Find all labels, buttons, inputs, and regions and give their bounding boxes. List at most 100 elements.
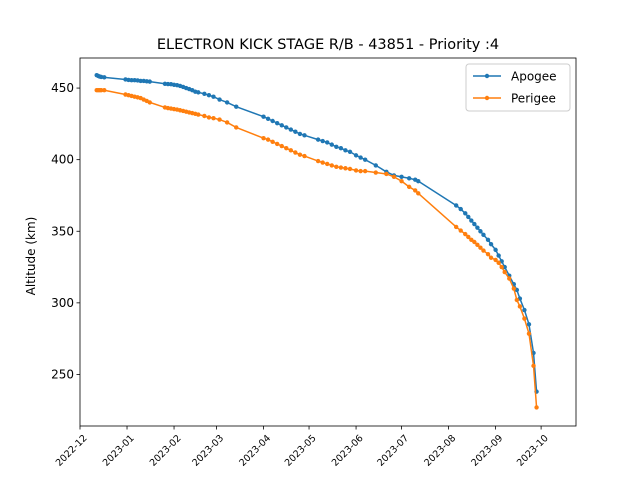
data-point-perigee-26 — [202, 113, 207, 119]
data-point-apogee-25 — [196, 90, 201, 95]
data-point-perigee-50 — [353, 168, 359, 173]
data-point-apogee-72 — [496, 253, 501, 258]
data-point-apogee-52 — [362, 157, 368, 162]
y-tick-label-450: 450 — [51, 81, 74, 95]
data-point-apogee-48 — [343, 148, 348, 153]
data-point-apogee-57 — [406, 176, 412, 181]
data-point-perigee-57 — [406, 184, 412, 190]
data-point-apogee-33 — [265, 116, 271, 122]
data-point-apogee-7 — [129, 77, 134, 83]
data-point-perigee-32 — [261, 135, 266, 141]
data-point-perigee-3 — [99, 88, 104, 93]
chart-title: ELECTRON KICK STAGE R/B - 43851 - Priori… — [157, 37, 499, 53]
data-point-perigee-39 — [293, 150, 298, 155]
data-point-perigee-38 — [288, 148, 294, 153]
data-point-perigee-37 — [284, 146, 289, 151]
data-point-perigee-48 — [343, 166, 348, 171]
y-tick-label-250: 250 — [51, 367, 74, 381]
data-point-apogee-46 — [334, 144, 339, 149]
data-point-perigee-25 — [196, 112, 201, 117]
data-point-perigee-78 — [517, 304, 523, 309]
data-point-apogee-10 — [138, 78, 143, 84]
data-point-apogee-34 — [270, 118, 275, 124]
data-point-perigee-71 — [493, 257, 498, 263]
data-point-apogee-42 — [315, 137, 321, 142]
data-point-perigee-27 — [206, 115, 212, 120]
data-point-perigee-45 — [329, 163, 334, 168]
data-point-perigee-58 — [413, 188, 418, 193]
data-point-apogee-61 — [458, 206, 463, 212]
data-point-apogee-26 — [202, 91, 207, 97]
data-point-perigee-62 — [463, 231, 468, 237]
data-point-perigee-28 — [211, 115, 216, 121]
data-point-perigee-46 — [334, 164, 339, 170]
data-point-apogee-70 — [488, 241, 494, 247]
legend-label-apogee: Apogee — [511, 70, 557, 84]
data-point-perigee-41 — [302, 153, 307, 159]
data-point-perigee-4 — [102, 88, 107, 93]
data-point-apogee-4 — [102, 75, 107, 80]
data-point-perigee-56 — [399, 178, 404, 184]
legend-marker-apogee — [484, 73, 490, 79]
data-point-perigee-81 — [531, 363, 536, 369]
data-point-perigee-75 — [507, 276, 512, 281]
data-point-perigee-51 — [358, 168, 363, 174]
data-point-apogee-35 — [274, 120, 280, 126]
data-point-perigee-73 — [499, 264, 504, 270]
data-point-apogee-56 — [399, 174, 404, 180]
data-point-apogee-31 — [234, 104, 239, 109]
data-point-perigee-49 — [347, 166, 353, 172]
data-point-apogee-28 — [211, 94, 216, 99]
data-point-apogee-41 — [302, 133, 307, 138]
data-point-apogee-67 — [478, 229, 483, 234]
data-point-perigee-47 — [338, 165, 344, 170]
data-point-perigee-29 — [217, 117, 222, 122]
data-point-apogee-49 — [347, 149, 353, 154]
data-point-perigee-30 — [224, 120, 230, 125]
data-point-apogee-39 — [293, 129, 298, 134]
data-point-apogee-38 — [288, 127, 294, 132]
data-point-apogee-66 — [475, 225, 480, 230]
data-point-apogee-51 — [358, 155, 363, 160]
data-point-apogee-30 — [224, 100, 230, 105]
y-tick-label-300: 300 — [51, 296, 74, 310]
axes-frame — [79, 57, 577, 427]
data-point-perigee-54 — [384, 171, 389, 177]
data-point-perigee-55 — [391, 174, 397, 180]
data-point-apogee-65 — [472, 221, 477, 227]
plot-background — [80, 58, 576, 426]
data-point-perigee-52 — [362, 168, 368, 174]
series-layer — [94, 72, 539, 410]
data-point-apogee-69 — [485, 237, 491, 243]
data-point-apogee-62 — [463, 211, 468, 216]
data-point-apogee-37 — [284, 125, 289, 130]
data-point-apogee-29 — [217, 97, 222, 102]
data-point-perigee-60 — [453, 224, 459, 230]
data-point-apogee-32 — [261, 114, 266, 119]
data-point-perigee-31 — [234, 125, 239, 130]
data-point-apogee-47 — [338, 146, 344, 151]
data-point-apogee-44 — [325, 140, 330, 145]
data-point-perigee-70 — [488, 255, 494, 260]
data-point-perigee-36 — [279, 143, 284, 149]
data-point-apogee-45 — [329, 142, 334, 147]
data-point-perigee-77 — [514, 297, 520, 303]
data-point-apogee-64 — [469, 218, 474, 223]
data-point-perigee-43 — [320, 160, 325, 165]
data-point-apogee-79 — [522, 307, 527, 313]
data-point-perigee-61 — [458, 228, 463, 233]
data-point-perigee-79 — [522, 316, 527, 321]
legend-label-perigee: Perigee — [511, 92, 556, 106]
data-point-perigee-66 — [475, 242, 480, 248]
data-point-perigee-72 — [496, 260, 501, 265]
data-point-apogee-27 — [206, 93, 212, 98]
plot-area — [80, 58, 576, 426]
data-point-apogee-43 — [320, 138, 325, 144]
data-point-perigee-44 — [325, 161, 330, 167]
data-point-perigee-40 — [297, 152, 303, 157]
data-point-perigee-68 — [481, 248, 486, 253]
data-point-apogee-40 — [297, 131, 303, 137]
data-point-perigee-35 — [274, 141, 280, 147]
data-point-perigee-59 — [416, 191, 421, 196]
